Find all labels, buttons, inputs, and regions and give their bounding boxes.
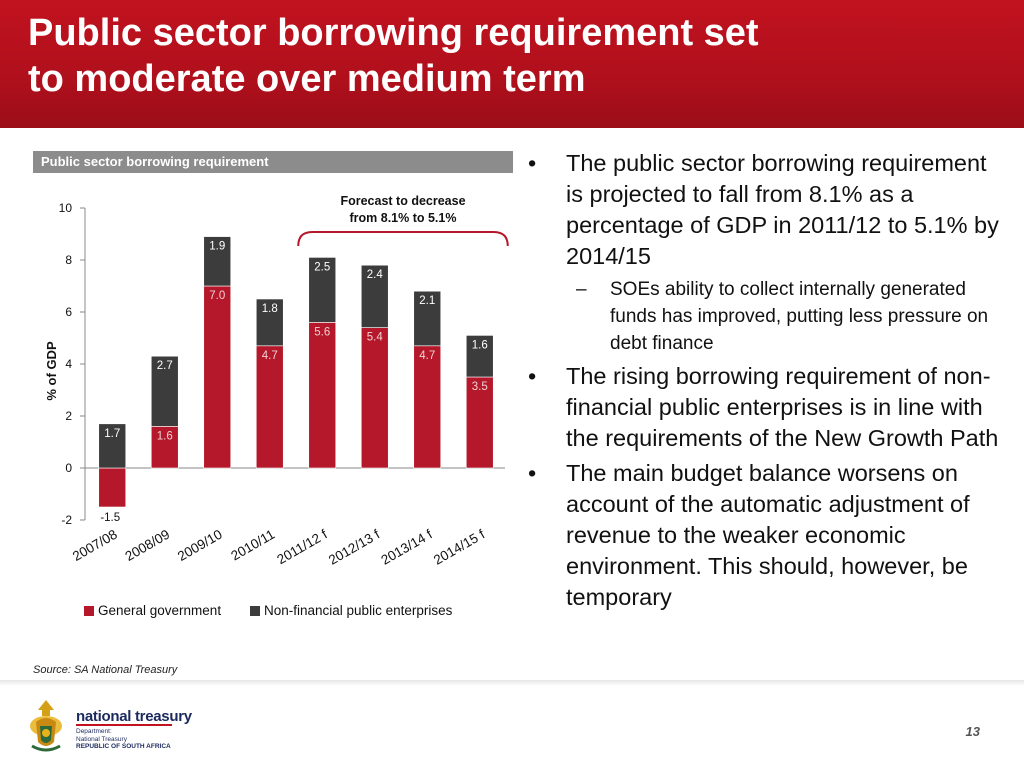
chart-panel-title: Public sector borrowing requirement bbox=[33, 151, 513, 173]
data-label-public-enterprises: 2.1 bbox=[419, 295, 435, 307]
bullet-symbol: • bbox=[528, 363, 537, 389]
bullet-symbol: • bbox=[528, 150, 537, 176]
bar-public-enterprises bbox=[98, 423, 127, 469]
bar-public-enterprises bbox=[465, 335, 494, 378]
bar-general-government bbox=[150, 426, 179, 469]
bar-public-enterprises bbox=[360, 264, 389, 328]
footer: national treasury Department: National T… bbox=[0, 686, 1024, 768]
annotation-line-2: from 8.1% to 5.1% bbox=[350, 211, 457, 225]
bullet-item-3: • The main budget balance worsens on acc… bbox=[520, 458, 1000, 613]
bar-public-enterprises bbox=[150, 355, 179, 427]
data-label-general-government: 3.5 bbox=[472, 381, 488, 393]
bar-general-government bbox=[255, 345, 284, 469]
legend-swatch-public-enterprises bbox=[250, 606, 260, 616]
bar-public-enterprises bbox=[413, 290, 442, 347]
data-label-general-government: 5.4 bbox=[367, 332, 384, 344]
bar-general-government bbox=[360, 327, 389, 469]
annotation-line-1: Forecast to decrease bbox=[340, 194, 465, 208]
bar-public-enterprises bbox=[308, 257, 337, 323]
y-tick-label: 2 bbox=[65, 409, 72, 423]
data-label-general-government: 5.6 bbox=[314, 326, 330, 338]
bullet-item-1: • The public sector borrowing requiremen… bbox=[520, 148, 1000, 272]
bar-public-enterprises bbox=[203, 236, 232, 287]
forecast-bracket bbox=[297, 231, 509, 247]
x-tick-label: 2007/08 bbox=[70, 527, 120, 564]
bar-general-government bbox=[413, 345, 442, 469]
page-number: 13 bbox=[965, 724, 980, 739]
y-tick-label: 6 bbox=[65, 305, 72, 319]
dash-symbol: – bbox=[576, 279, 587, 300]
data-label-public-enterprises: 1.7 bbox=[104, 428, 120, 440]
bar-general-government bbox=[203, 285, 232, 469]
data-label-general-government: 1.6 bbox=[157, 430, 173, 442]
y-axis-title: % of GDP bbox=[44, 341, 59, 401]
y-tick-label: 8 bbox=[65, 253, 72, 267]
bullet-text-1: The public sector borrowing requirement … bbox=[566, 150, 999, 269]
data-label-public-enterprises: 2.5 bbox=[314, 261, 330, 273]
data-label-public-enterprises: 1.8 bbox=[262, 303, 278, 315]
slide-title-line-2: to moderate over medium term bbox=[28, 58, 586, 100]
bar-general-government bbox=[98, 467, 127, 508]
bullet-symbol: • bbox=[528, 460, 537, 486]
footer-divider bbox=[0, 680, 1024, 686]
sub-bullet-text-1: SOEs ability to collect internally gener… bbox=[610, 279, 989, 354]
org-name-rule bbox=[76, 724, 172, 726]
bullet-list: • The public sector borrowing requiremen… bbox=[520, 148, 1000, 617]
legend-swatch-general-government bbox=[84, 606, 94, 616]
data-label-public-enterprises: 1.9 bbox=[209, 241, 225, 253]
legend-label-general-government: General government bbox=[98, 603, 221, 618]
x-tick-label: 2010/11 bbox=[228, 527, 277, 564]
y-tick-label: 0 bbox=[65, 461, 72, 475]
y-tick-label: 10 bbox=[59, 201, 73, 215]
x-tick-label: 2013/14 f bbox=[378, 526, 434, 567]
bullet-text-3: The main budget balance worsens on accou… bbox=[566, 460, 970, 610]
org-subtitle: Department: National Treasury REPUBLIC O… bbox=[76, 728, 171, 751]
x-tick-label: 2009/10 bbox=[175, 527, 225, 564]
source-note: Source: SA National Treasury bbox=[33, 664, 178, 676]
org-name: national treasury bbox=[76, 708, 192, 725]
y-tick-label: 4 bbox=[65, 357, 72, 371]
data-label-general-government: 7.0 bbox=[209, 290, 225, 302]
borrowing-chart: -2 0 2 4 6 8 10 % of GDP -1.5 1.7 2007/08 1.6 2.7 200… bbox=[44, 194, 509, 618]
org-sub-line-1: Department: bbox=[76, 728, 112, 735]
org-sub-line-2: National Treasury bbox=[76, 735, 127, 743]
bar-general-government bbox=[465, 376, 494, 469]
bullet-item-2: • The rising borrowing requirement of no… bbox=[520, 361, 1000, 454]
x-tick-label: 2012/13 f bbox=[326, 526, 382, 567]
header-banner: Public sector borrowing requirement set … bbox=[0, 0, 1024, 128]
coat-of-arms-icon bbox=[30, 700, 62, 752]
data-label-general-government: -1.5 bbox=[100, 512, 120, 524]
data-label-public-enterprises: 2.4 bbox=[367, 269, 384, 281]
x-tick-label: 2014/15 f bbox=[431, 526, 487, 567]
y-tick-label: -2 bbox=[61, 513, 72, 527]
org-sub-line-3: REPUBLIC OF SOUTH AFRICA bbox=[76, 743, 171, 750]
data-label-general-government: 4.7 bbox=[262, 350, 278, 362]
legend-label-public-enterprises: Non-financial public enterprises bbox=[264, 603, 453, 618]
data-label-public-enterprises: 2.7 bbox=[157, 360, 173, 372]
bullet-text-2: The rising borrowing requirement of non-… bbox=[566, 363, 999, 451]
bar-public-enterprises bbox=[255, 298, 284, 347]
slide-title-line-1: Public sector borrowing requirement set bbox=[28, 12, 759, 54]
data-label-general-government: 4.7 bbox=[419, 350, 435, 362]
x-tick-label: 2008/09 bbox=[122, 527, 172, 564]
sub-bullet-item-1: – SOEs ability to collect internally gen… bbox=[520, 276, 1000, 357]
bar-general-government bbox=[308, 322, 337, 469]
slide-title: Public sector borrowing requirement set … bbox=[28, 10, 988, 102]
x-tick-label: 2011/12 f bbox=[274, 526, 330, 567]
data-label-public-enterprises: 1.6 bbox=[472, 339, 488, 351]
